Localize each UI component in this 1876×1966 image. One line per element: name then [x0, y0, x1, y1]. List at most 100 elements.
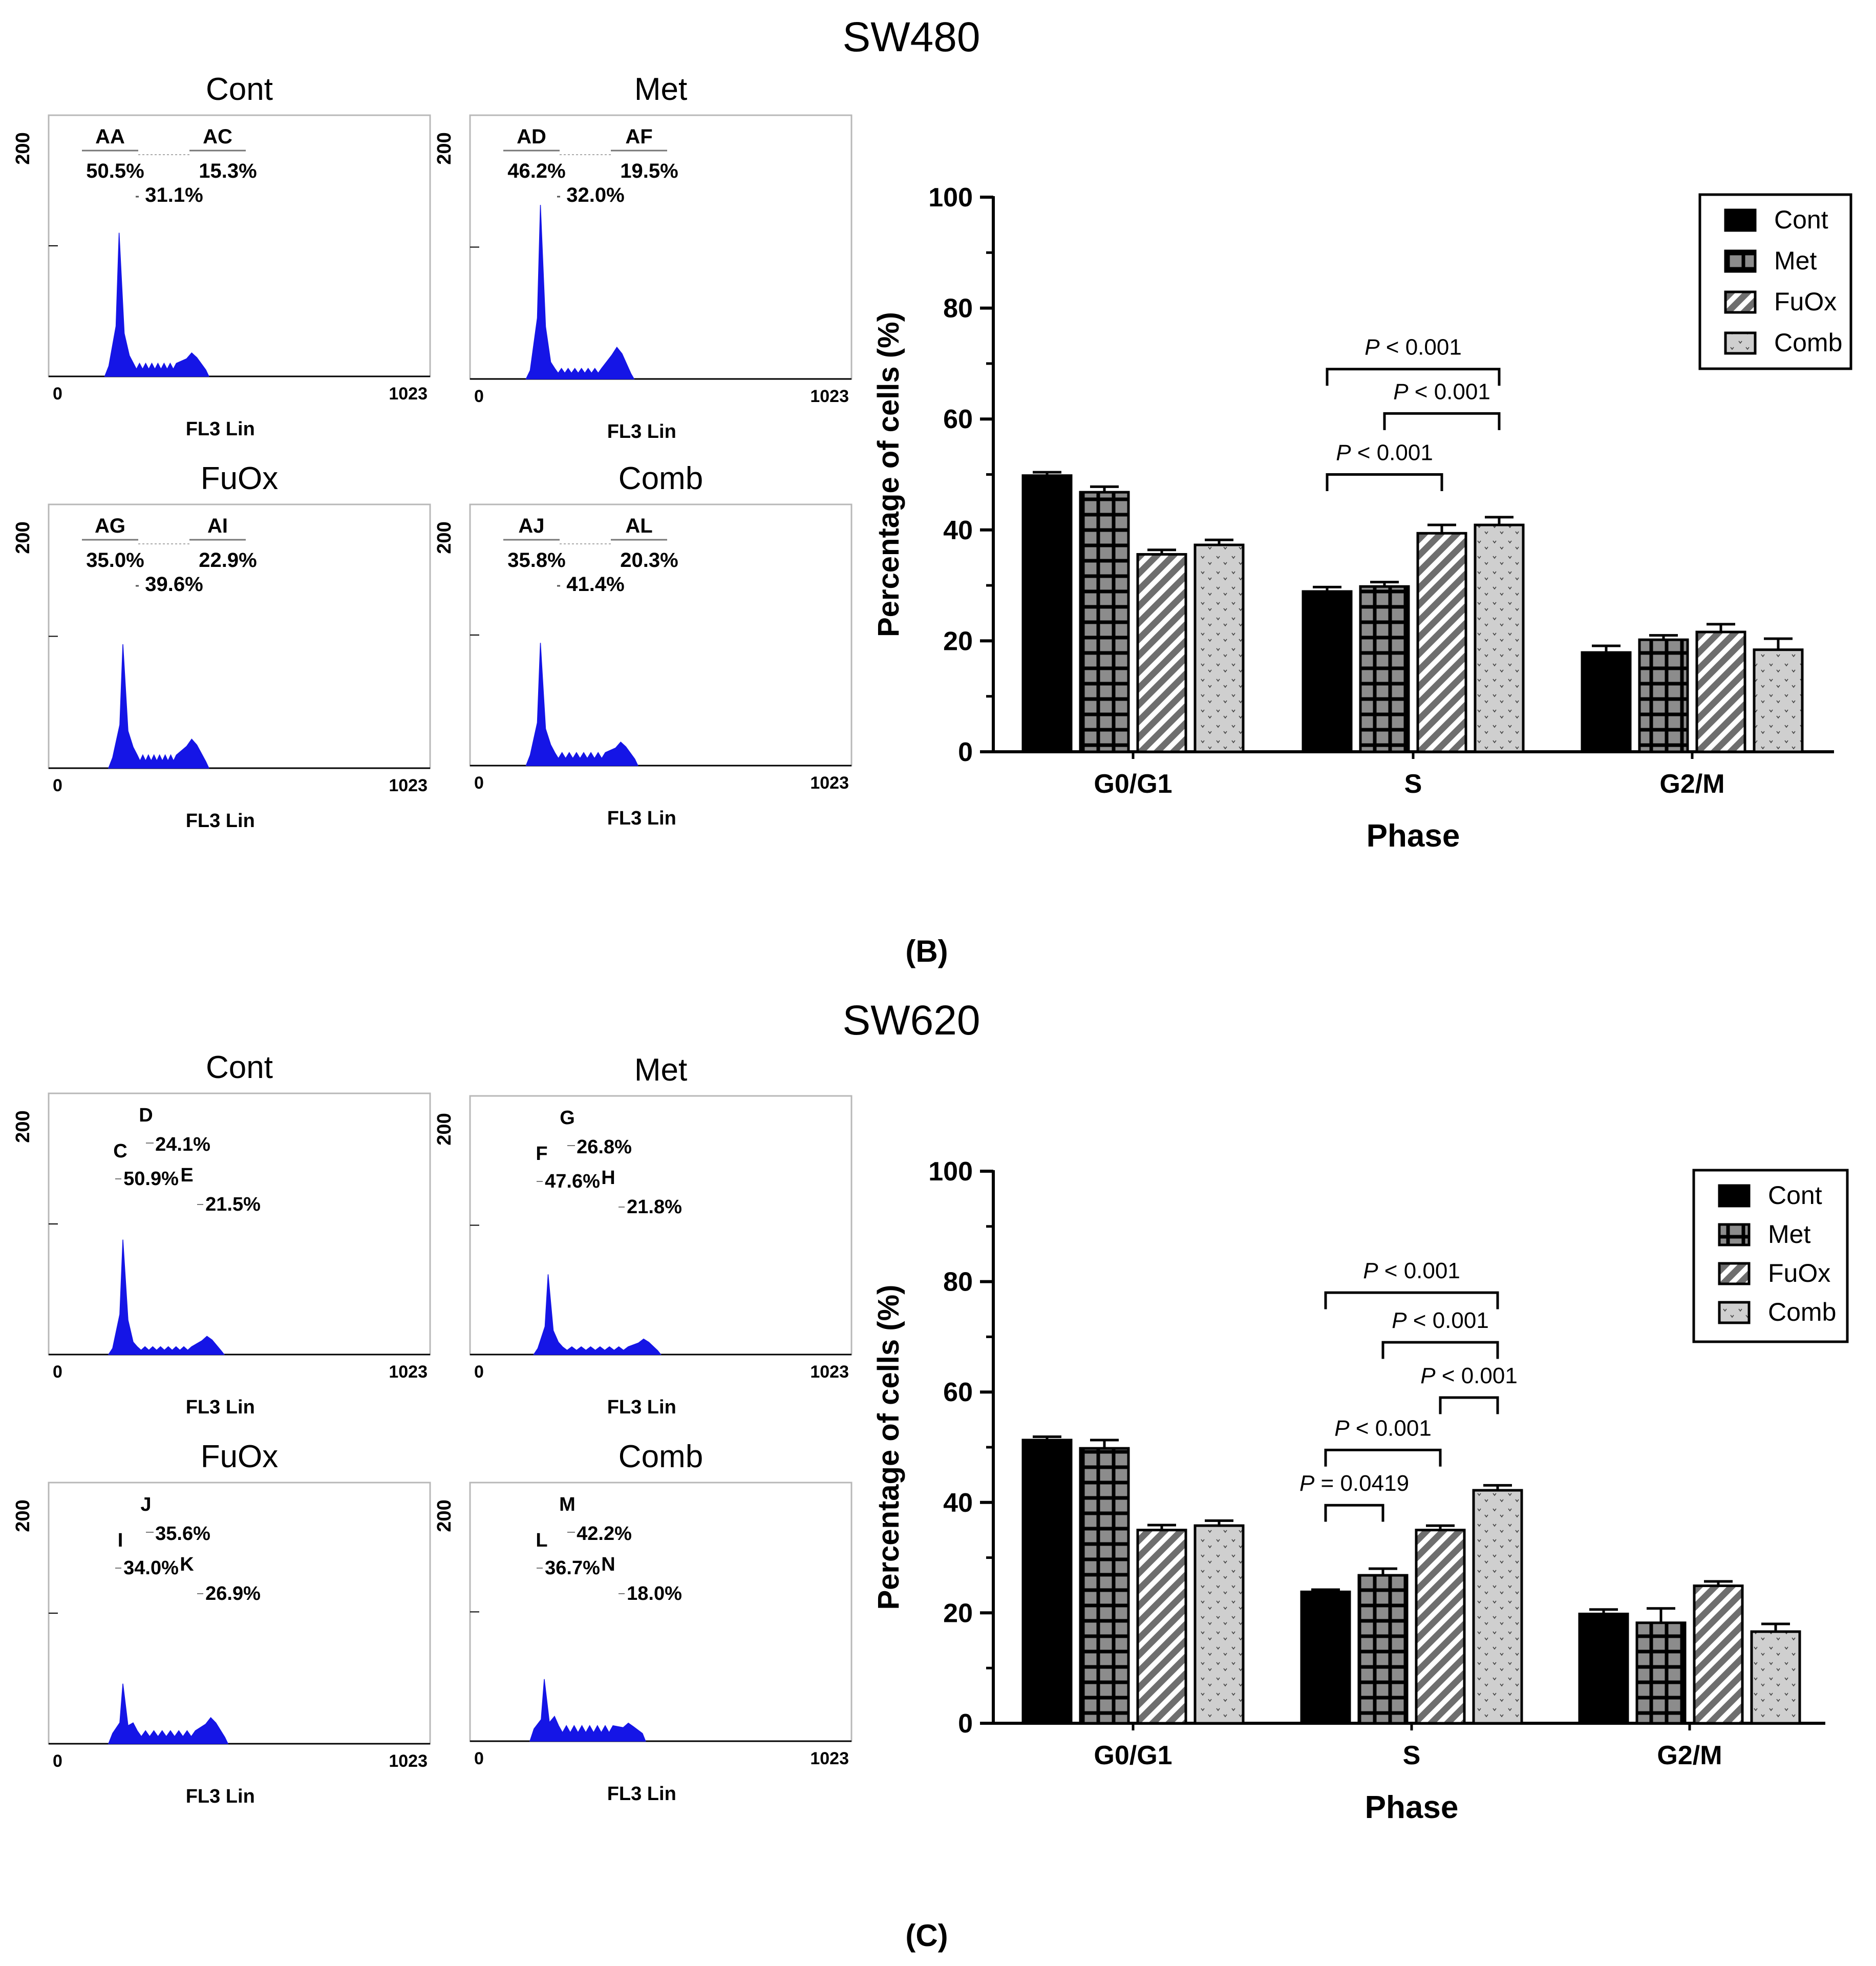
gate-label: C	[113, 1140, 127, 1162]
histogram-group-sw620: Cont 200 0 1023 FL3 Lin DC E 24.1% 50.9% 21.5% Met…	[12, 1050, 852, 1807]
hist-xtick-max: 1023	[389, 776, 428, 795]
gate-value: 18.0%	[627, 1583, 682, 1604]
gate-label: AI	[207, 515, 228, 537]
hist-frame-met	[469, 1095, 852, 1356]
legend-swatch-comb	[1718, 1301, 1751, 1324]
gate-value: 26.8%	[577, 1136, 632, 1158]
legend-label-fuox: FuOx	[1774, 287, 1837, 316]
hist-curve-fuox	[108, 1683, 229, 1744]
y-tick-label: 100	[928, 183, 973, 213]
hist-xtick-max: 1023	[810, 387, 849, 406]
legend-label-met: Met	[1774, 246, 1817, 275]
legend-label-met: Met	[1768, 1220, 1810, 1249]
legend-label-cont: Cont	[1774, 205, 1828, 234]
p-value: < 0.001	[1380, 335, 1462, 360]
hist-title-cont: Cont	[206, 1050, 273, 1085]
p-value: < 0.001	[1409, 379, 1490, 404]
bar-cont	[1300, 1590, 1351, 1725]
y-axis-label: Percentage of cells (%)	[872, 1285, 905, 1610]
hist-xlabel: FL3 Lin	[607, 1783, 676, 1805]
significance-bracket	[1383, 412, 1501, 430]
bar-met	[1635, 1621, 1687, 1725]
gate-value: 41.4%	[566, 573, 624, 596]
hist-xtick-max: 1023	[810, 1362, 849, 1382]
gate-value: 35.6%	[155, 1523, 210, 1545]
bar-fuox	[1136, 553, 1187, 753]
hist-xlabel: FL3 Lin	[607, 808, 676, 829]
gate-label: N	[601, 1554, 615, 1575]
gate-value: 34.0%	[123, 1557, 179, 1579]
gate-label: E	[180, 1165, 193, 1186]
hist-frame-met	[469, 114, 852, 380]
p-value: < 0.001	[1436, 1363, 1518, 1388]
y-tick-label: 0	[958, 737, 973, 767]
legend-swatch-met	[1724, 249, 1757, 273]
gate-value: 26.9%	[205, 1583, 261, 1604]
y-tick-label: 20	[943, 626, 973, 656]
hist-xlabel: FL3 Lin	[186, 810, 255, 832]
hist-title-comb: Comb	[619, 1439, 703, 1474]
hist-ytick-label: 200	[434, 132, 455, 164]
legend-swatch-cont	[1724, 208, 1757, 232]
significance-bracket	[1324, 1291, 1499, 1309]
p-value: = 0.0419	[1314, 1471, 1409, 1496]
significance-label: P < 0.001	[1363, 1258, 1460, 1283]
bar-comb	[1750, 1630, 1801, 1725]
hist-curve-met	[533, 1274, 662, 1355]
y-axis-label: Percentage of cells (%)	[872, 312, 905, 637]
significance-label: P < 0.001	[1420, 1363, 1518, 1388]
bar-chart-sw480: 0 20 40 60 80 100 Percentage of cells (%) G0/G1…	[872, 183, 1852, 854]
gate-value: 39.6%	[145, 573, 203, 596]
significance-label: P < 0.001	[1336, 440, 1433, 466]
gate-label: J	[140, 1494, 151, 1515]
gate-value: 22.9%	[199, 549, 257, 572]
bar-cont	[1302, 590, 1353, 753]
gate-label: H	[601, 1167, 615, 1189]
gate-label: AD	[517, 125, 546, 148]
significance-label: P = 0.0419	[1299, 1471, 1409, 1496]
p-symbol: P	[1334, 1415, 1350, 1441]
gate-label: M	[559, 1494, 575, 1515]
bar-cont	[1578, 1613, 1629, 1725]
bar-comb	[1753, 648, 1804, 753]
hist-frame-cont	[48, 1092, 431, 1356]
hist-title-fuox: FuOx	[201, 461, 279, 496]
hist-xtick-min: 0	[474, 1749, 484, 1768]
hist-xtick-min: 0	[474, 773, 484, 793]
significance-label: P < 0.001	[1334, 1415, 1432, 1441]
hist-ytick-label: 200	[12, 132, 34, 164]
significance-bracket	[1324, 1504, 1384, 1522]
p-symbol: P	[1393, 379, 1409, 404]
hist-xtick-max: 1023	[389, 1362, 428, 1382]
bar-fuox	[1693, 1584, 1744, 1725]
p-symbol: P	[1420, 1363, 1436, 1388]
bar-fuox	[1136, 1529, 1187, 1725]
significance-bracket	[1326, 473, 1443, 491]
hist-ytick-label: 200	[12, 521, 34, 554]
x-tick-label: G2/M	[1657, 1741, 1722, 1770]
bar-met	[1638, 638, 1689, 753]
bar-met	[1079, 1447, 1130, 1725]
bar-comb	[1193, 543, 1245, 753]
hist-curve-comb	[525, 643, 638, 766]
legend-label-comb: Comb	[1768, 1298, 1836, 1326]
y-tick-label: 60	[943, 1378, 973, 1407]
panel-caption-b: (B)	[905, 934, 948, 968]
bar-comb	[1472, 1489, 1523, 1725]
hist-ytick-label: 200	[434, 1499, 455, 1532]
gate-value: 50.5%	[86, 160, 144, 182]
hist-frame-fuox	[48, 503, 431, 769]
hist-xlabel: FL3 Lin	[186, 1786, 255, 1807]
hist-title-met: Met	[634, 72, 687, 107]
gate-value: 21.5%	[205, 1194, 261, 1215]
y-tick-label: 40	[943, 1488, 973, 1518]
p-value: < 0.001	[1351, 440, 1433, 466]
gate-label: F	[536, 1143, 547, 1165]
gate-label: L	[536, 1530, 547, 1551]
section-title-sw620: SW620	[843, 997, 980, 1044]
p-value: < 0.001	[1350, 1415, 1432, 1441]
gate-value: 31.1%	[145, 184, 203, 206]
gate-value: 20.3%	[620, 549, 678, 572]
gate-label: AC	[203, 125, 232, 148]
legend-label-fuox: FuOx	[1768, 1259, 1830, 1287]
